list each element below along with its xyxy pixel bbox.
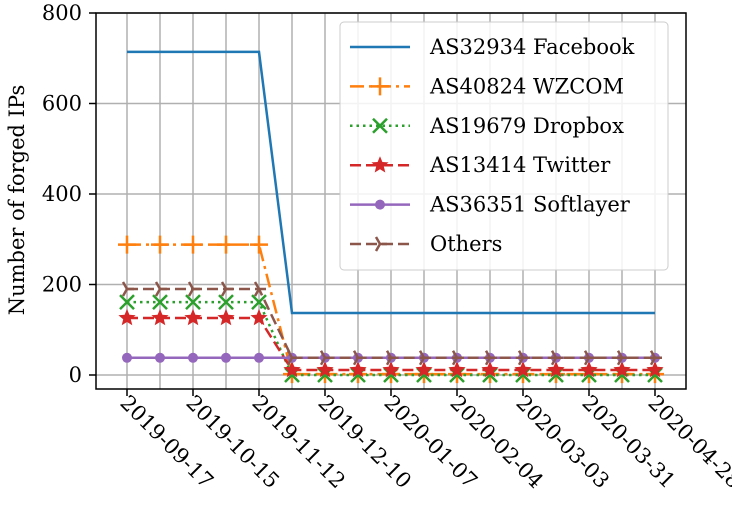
legend-label: AS19679 Dropbox: [429, 114, 624, 138]
data-point: [254, 352, 264, 363]
data-point: [349, 361, 367, 378]
data-point: [418, 350, 431, 366]
data-point: [415, 361, 433, 378]
legend: AS32934 Facebook AS40824 WZCOM AS19679 Dro…: [339, 21, 669, 271]
data-point: [251, 294, 267, 311]
data-point: [646, 361, 664, 378]
data-point: [352, 350, 365, 366]
data-point: [184, 309, 202, 326]
data-point: [481, 361, 499, 378]
data-point: [580, 361, 598, 378]
data-point: [121, 281, 134, 297]
data-point: [119, 294, 135, 311]
data-point: [250, 235, 268, 254]
legend-entry: AS19679 Dropbox: [350, 114, 624, 138]
data-point: [286, 350, 299, 366]
series-0: [127, 50, 655, 315]
series-3: [118, 309, 664, 378]
data-point: [371, 77, 389, 96]
data-point: [185, 294, 201, 311]
data-point: [188, 352, 198, 363]
series-5: [121, 281, 662, 366]
data-point: [187, 281, 200, 297]
legend-label: Others: [430, 232, 502, 256]
data-point: [448, 361, 466, 378]
data-point: [374, 236, 387, 252]
data-point: [550, 350, 563, 366]
data-point: [184, 235, 202, 254]
data-point: [484, 350, 497, 366]
series-layer: [118, 50, 664, 384]
data-point: [220, 281, 233, 297]
data-point: [382, 361, 400, 378]
data-point: [122, 352, 132, 363]
legend-entry: AS32934 Facebook: [350, 35, 635, 59]
y-tick-label: 0: [69, 363, 82, 387]
data-point: [151, 235, 169, 254]
data-point: [118, 235, 136, 254]
data-point: [250, 309, 268, 326]
legend-label: AS32934 Facebook: [429, 35, 635, 59]
data-point: [547, 361, 565, 378]
data-point: [316, 361, 334, 378]
data-point: [616, 350, 629, 366]
legend-label: AS36351 Softlayer: [429, 193, 631, 217]
y-tick-label: 600: [42, 92, 82, 116]
x-ticks: 2019-09-172019-10-152019-11-122019-12-10…: [115, 389, 732, 493]
legend-entry: AS36351 Softlayer: [350, 193, 631, 217]
data-point: [151, 309, 169, 326]
data-point: [118, 309, 136, 326]
y-tick-label: 200: [42, 273, 82, 297]
data-point: [283, 361, 301, 378]
series-line: [127, 50, 655, 315]
data-point: [613, 361, 631, 378]
y-tick-label: 400: [42, 182, 82, 206]
data-point: [385, 350, 398, 366]
data-point: [217, 309, 235, 326]
data-point: [649, 350, 662, 366]
legend-entry: Others: [350, 232, 502, 256]
data-point: [155, 352, 165, 363]
data-point: [218, 294, 234, 311]
data-point: [221, 352, 231, 363]
y-ticks: 0 200 400 600 800: [42, 1, 96, 387]
data-point: [217, 235, 235, 254]
data-point: [372, 117, 388, 134]
legend-entry: AS13414 Twitter: [350, 153, 611, 177]
y-axis-label: Number of forged IPs: [5, 85, 29, 316]
data-point: [152, 294, 168, 311]
legend-label: AS13414 Twitter: [429, 153, 611, 177]
data-point: [375, 199, 385, 210]
data-point: [514, 361, 532, 378]
data-point: [583, 350, 596, 366]
data-point: [253, 281, 266, 297]
legend-entry: AS40824 WZCOM: [350, 74, 624, 98]
legend-label: AS40824 WZCOM: [429, 74, 624, 98]
data-point: [371, 156, 389, 173]
y-tick-label: 800: [42, 1, 82, 25]
data-point: [319, 350, 332, 366]
data-point: [451, 350, 464, 366]
data-point: [154, 281, 167, 297]
legend-box: [339, 21, 669, 271]
data-point: [517, 350, 530, 366]
